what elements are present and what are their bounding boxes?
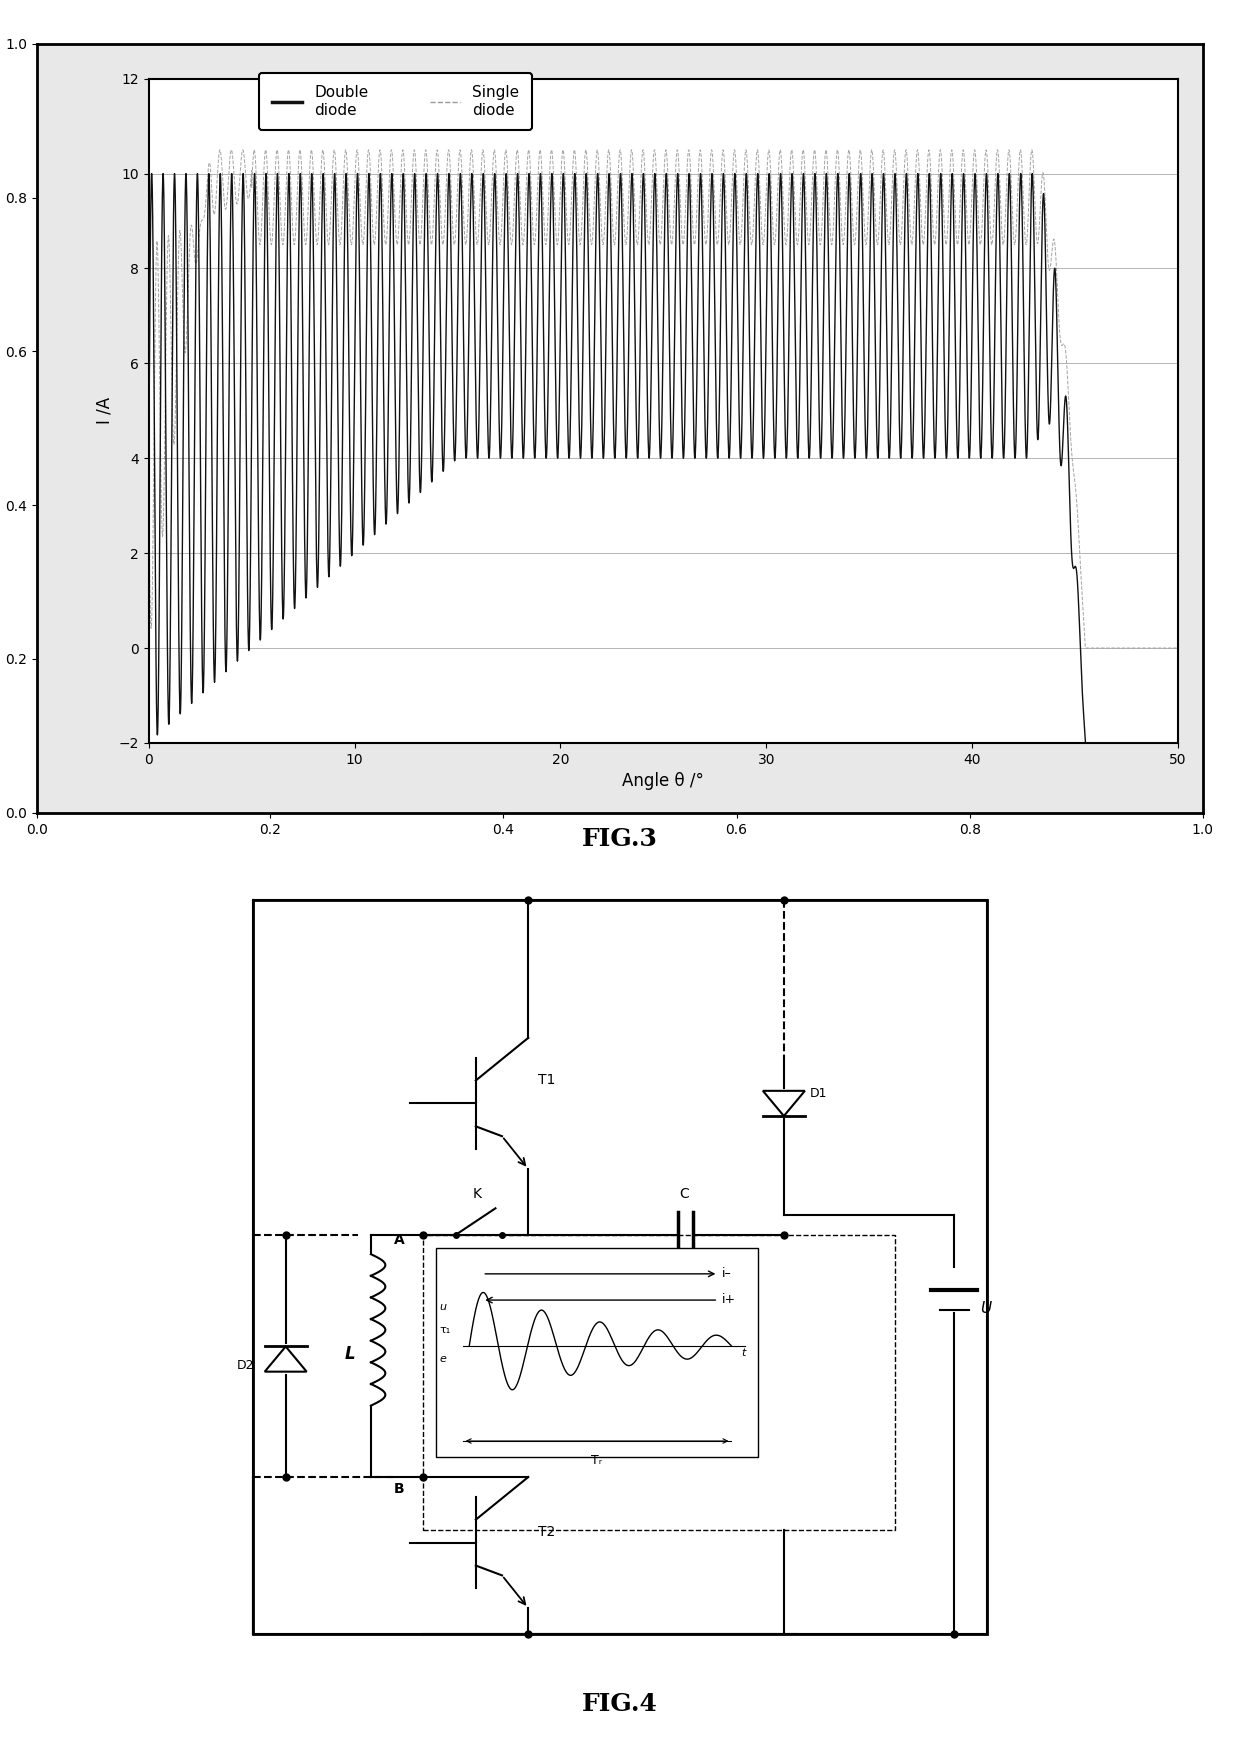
Text: D2: D2 <box>237 1358 254 1372</box>
Text: T2: T2 <box>538 1524 556 1538</box>
Text: K: K <box>472 1187 481 1201</box>
Text: τ₁: τ₁ <box>440 1325 451 1335</box>
Text: B: B <box>394 1482 404 1496</box>
Y-axis label: I /A: I /A <box>95 397 113 425</box>
Text: Tᵣ: Tᵣ <box>590 1454 601 1467</box>
Text: D1: D1 <box>810 1087 827 1099</box>
Text: FIG.4: FIG.4 <box>582 1692 658 1717</box>
Legend: Double
diode, Single
diode: Double diode, Single diode <box>259 73 532 129</box>
Text: T1: T1 <box>538 1073 556 1087</box>
Text: L: L <box>345 1344 356 1363</box>
Text: e: e <box>440 1355 446 1365</box>
Text: i+: i+ <box>722 1294 735 1306</box>
Text: U: U <box>981 1301 992 1316</box>
X-axis label: Angle θ /°: Angle θ /° <box>622 773 704 790</box>
Text: u: u <box>440 1302 446 1313</box>
Text: A: A <box>394 1234 404 1248</box>
Bar <box>423 1234 895 1530</box>
Text: C: C <box>680 1187 688 1201</box>
Text: t: t <box>742 1348 745 1358</box>
Text: FIG.3: FIG.3 <box>582 827 658 851</box>
Bar <box>436 1248 758 1458</box>
Text: i–: i– <box>722 1267 732 1280</box>
